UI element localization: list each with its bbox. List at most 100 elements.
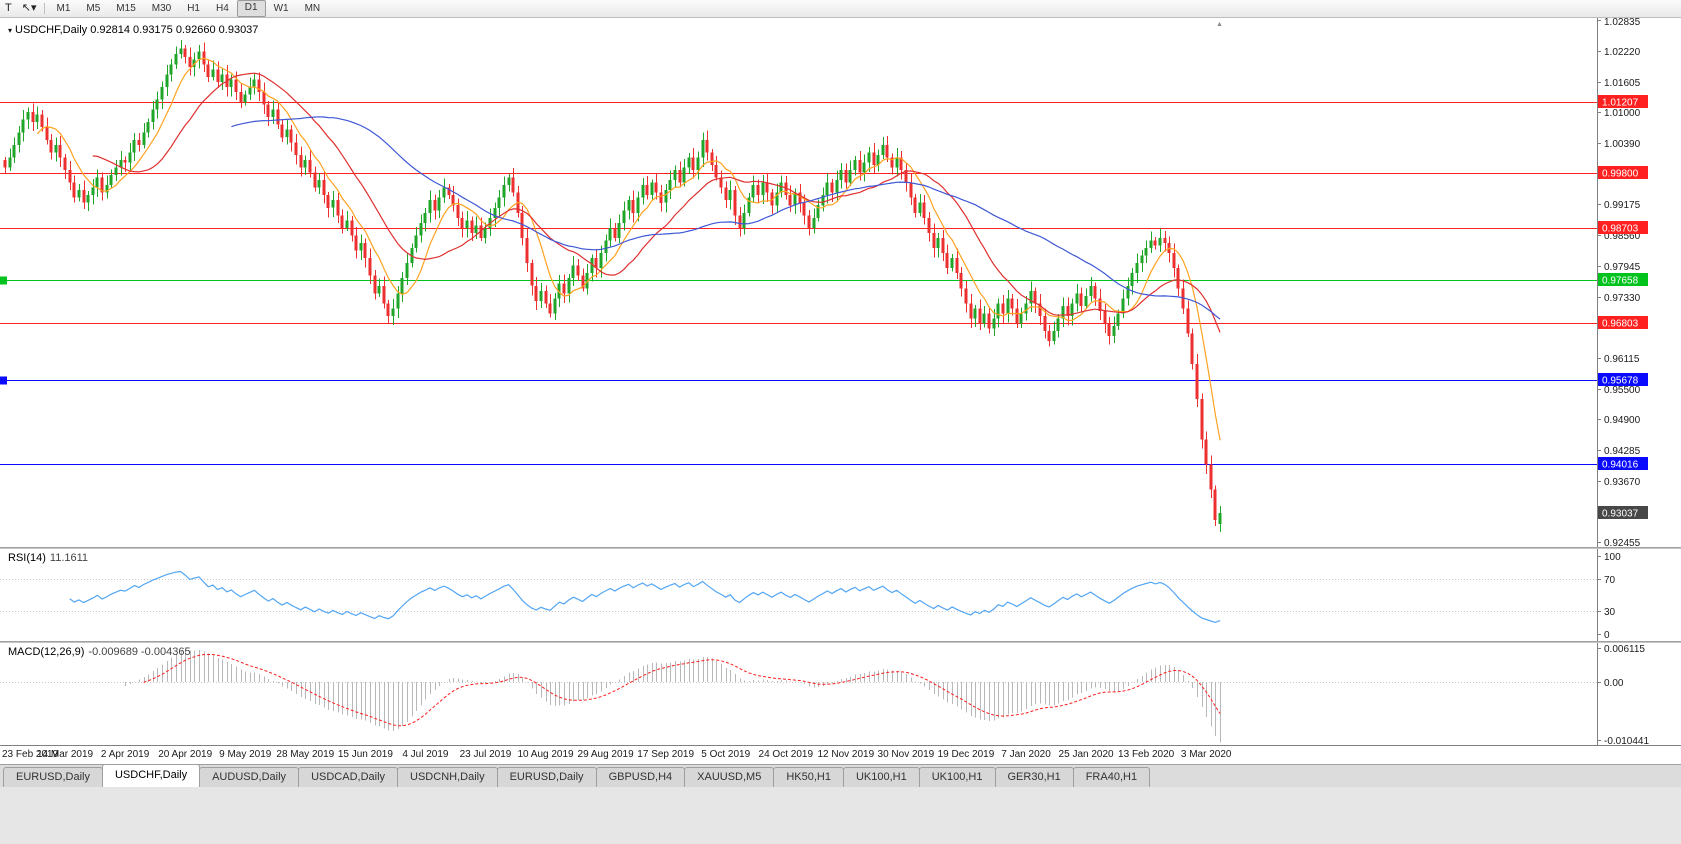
candle-body [678,170,682,183]
level-price-label-text: 0.95678 [1602,376,1639,387]
candle-body [1066,305,1070,316]
chart-tab-hk50-h1[interactable]: HK50,H1 [773,767,844,787]
timeframe-button-mn[interactable]: MN [304,3,321,14]
candle-body [802,202,806,216]
date-axis[interactable]: 23 Feb 2019 14 Mar 2019 2 Apr 2019 20 Apr 2… [0,745,1681,765]
candle-body [904,170,908,183]
candle-body [761,182,765,196]
level-price-label-text: 0.98703 [1602,224,1639,235]
candle-body [1070,303,1074,316]
candle-body [31,112,35,123]
candle-body [479,225,483,238]
candle-body [1140,255,1144,264]
candle-body [1093,285,1097,299]
candle-body [3,159,7,168]
candle-body [128,152,132,163]
candle-body [414,235,418,248]
candle-body [1098,298,1102,311]
candle-body [63,157,67,170]
chart-tab-ger30-h1[interactable]: GER30,H1 [994,767,1074,787]
candle-body [765,182,769,193]
candle-body [742,212,746,228]
chart-tab-xauusd-m5[interactable]: XAUUSD,M5 [684,767,775,787]
price-tick-label: 0.97330 [1604,293,1641,304]
candle-body [386,303,390,316]
candle-body [544,290,548,304]
timeframe-button-m5[interactable]: M5 [86,3,101,14]
macd-surface[interactable]: 0.006115 0.00 -0.010441 [0,643,1681,745]
chart-tab-eurusd-daily[interactable]: EURUSD,Daily [496,767,597,787]
date-label: 15 Jun 2019 [337,749,393,760]
candle-body [562,283,566,294]
candle-body [497,197,501,208]
candle-body [1163,238,1167,243]
candle-body [867,152,871,163]
chart-tab-audusd-daily[interactable]: AUDUSD,Daily [199,767,300,787]
timeframe-button-m1[interactable]: M1 [56,3,71,14]
panel-splitter[interactable] [0,547,1681,549]
timeframe-button-h4[interactable]: H4 [216,3,229,14]
chart-tab-uk100-h1[interactable]: UK100,H1 [918,767,996,787]
candle-body [419,222,423,236]
candle-body [100,177,104,193]
candle-body [1172,253,1176,269]
chart-tab-fra40-h1[interactable]: FRA40,H1 [1072,767,1151,787]
candle-body [507,177,511,186]
candle-body [895,157,899,168]
candle-body [428,200,432,213]
candle-body [599,253,603,269]
candle-body [8,157,12,168]
candle-body [174,54,178,65]
chart-tab-usdcad-daily[interactable]: USDCAD,Daily [298,767,399,787]
chart-tab-gbpusd-h4[interactable]: GBPUSD,H4 [595,767,686,787]
chart-tab-bar: EURUSD,Daily USDCHF,Daily AUDUSD,Daily USDC… [0,764,1681,787]
date-label: 25 Jan 2020 [1058,749,1114,760]
chart-tab-usdcnh-daily[interactable]: USDCNH,Daily [397,767,498,787]
candle-body [405,263,409,279]
candle-body [289,129,293,143]
rsi-surface[interactable]: 100 70 30 0 [0,549,1681,641]
pointer-tool-icon[interactable]: T [5,2,12,14]
candle-body [1103,310,1107,324]
price-tick-label: 0.93670 [1604,477,1641,488]
main-chart-surface[interactable]: ▲ 1.02835 1.02220 1.01605 1.01000 1.00390 0.99… [0,17,1681,547]
level-price-label [1598,316,1648,329]
candle-body [830,182,834,193]
rsi-name: RSI(14) [8,552,46,564]
panel-splitter[interactable] [0,641,1681,643]
candle-body [941,238,945,254]
chart-shift-icon[interactable]: ▲ [1216,21,1223,28]
candle-body [1038,303,1042,316]
cursor-dropdown-icon[interactable]: ↖▾ [21,2,37,14]
date-label: 2 Apr 2019 [100,749,150,760]
candle-body [728,190,732,201]
candle-body [945,253,949,269]
candle-body [1084,295,1088,306]
candle-body [548,303,552,314]
ma-line-50 [231,116,1221,320]
chart-dropdown-icon[interactable]: ▾ [8,26,13,35]
timeframe-button-w1[interactable]: W1 [273,3,289,14]
chart-tab-eurusd-daily[interactable]: EURUSD,Daily [3,767,103,787]
candle-body [1144,248,1148,256]
date-label: 10 Aug 2019 [517,749,574,760]
candle-body [474,225,478,233]
timeframe-button-m15[interactable]: M15 [116,3,136,14]
price-axis[interactable]: 1.02835 1.02220 1.01605 1.01000 1.00390 0.991… [1597,17,1641,547]
price-tick-label: 0.92455 [1604,538,1641,547]
candle-body [876,154,880,165]
candle-body [613,227,617,238]
candle-body [1209,464,1213,490]
timeframe-button-m30[interactable]: M30 [151,3,172,14]
chart-tab-usdchf-daily[interactable]: USDCHF,Daily [101,764,201,787]
level-left-marker [0,376,7,385]
candle-body [109,175,113,186]
rsi-line [69,570,1221,624]
candle-body [701,139,705,158]
candle-body [493,207,497,218]
candle-body [936,238,940,249]
chart-tab-uk100-h1[interactable]: UK100,H1 [842,767,920,787]
price-tick-label: 0.98560 [1604,231,1641,242]
timeframe-button-h1[interactable]: H1 [187,3,200,14]
timeframe-button-d1[interactable]: D1 [236,0,266,17]
